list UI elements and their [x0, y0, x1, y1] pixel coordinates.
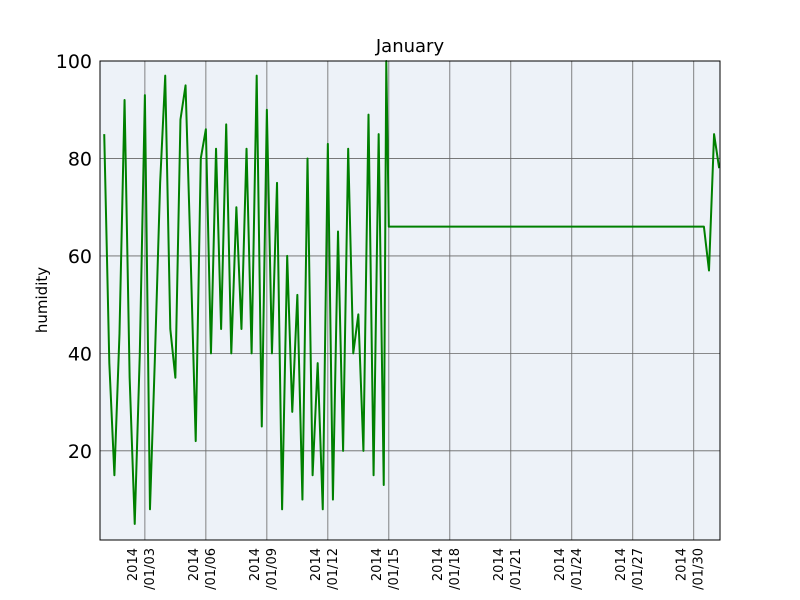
x-tick-label: 2014/01/27 [614, 548, 646, 590]
x-tick: 2014/01/30 [675, 548, 707, 590]
x-tick-label: 2014/01/03 [126, 548, 158, 590]
x-tick: 2014/01/12 [309, 548, 341, 590]
x-tick-label: 2014/01/12 [309, 548, 341, 590]
x-tick-label: 2014/01/21 [492, 548, 524, 590]
x-tick-label: 2014/01/09 [248, 548, 280, 590]
x-tick-label: 2014/01/06 [187, 548, 219, 590]
data-line [103, 60, 721, 525]
x-tick-label: 2014/01/15 [370, 548, 402, 590]
y-tick-label: 100 [56, 51, 92, 73]
y-axis-label: humidity [33, 267, 51, 333]
y-tick-label: 20 [68, 441, 92, 463]
x-tick: 2014/01/03 [126, 548, 158, 590]
x-tick: 2014/01/06 [187, 548, 219, 590]
chart-title: January [375, 36, 445, 57]
x-tick: 2014/01/09 [248, 548, 280, 590]
y-tick-label: 40 [68, 343, 92, 365]
x-tick: 2014/01/21 [492, 548, 524, 590]
x-tick-label: 2014/01/24 [553, 548, 585, 590]
x-tick: 2014/01/18 [431, 548, 463, 590]
x-tick-label: 2014/01/18 [431, 548, 463, 590]
x-tick: 2014/01/27 [614, 548, 646, 590]
plot-area [100, 61, 720, 540]
y-tick-label: 60 [68, 246, 92, 268]
x-tick: 2014/01/24 [553, 548, 585, 590]
x-tick-label: 2014/01/30 [675, 548, 707, 590]
x-tick: 2014/01/15 [370, 548, 402, 590]
y-tick-label: 80 [68, 148, 92, 170]
plot-frame [99, 60, 721, 541]
